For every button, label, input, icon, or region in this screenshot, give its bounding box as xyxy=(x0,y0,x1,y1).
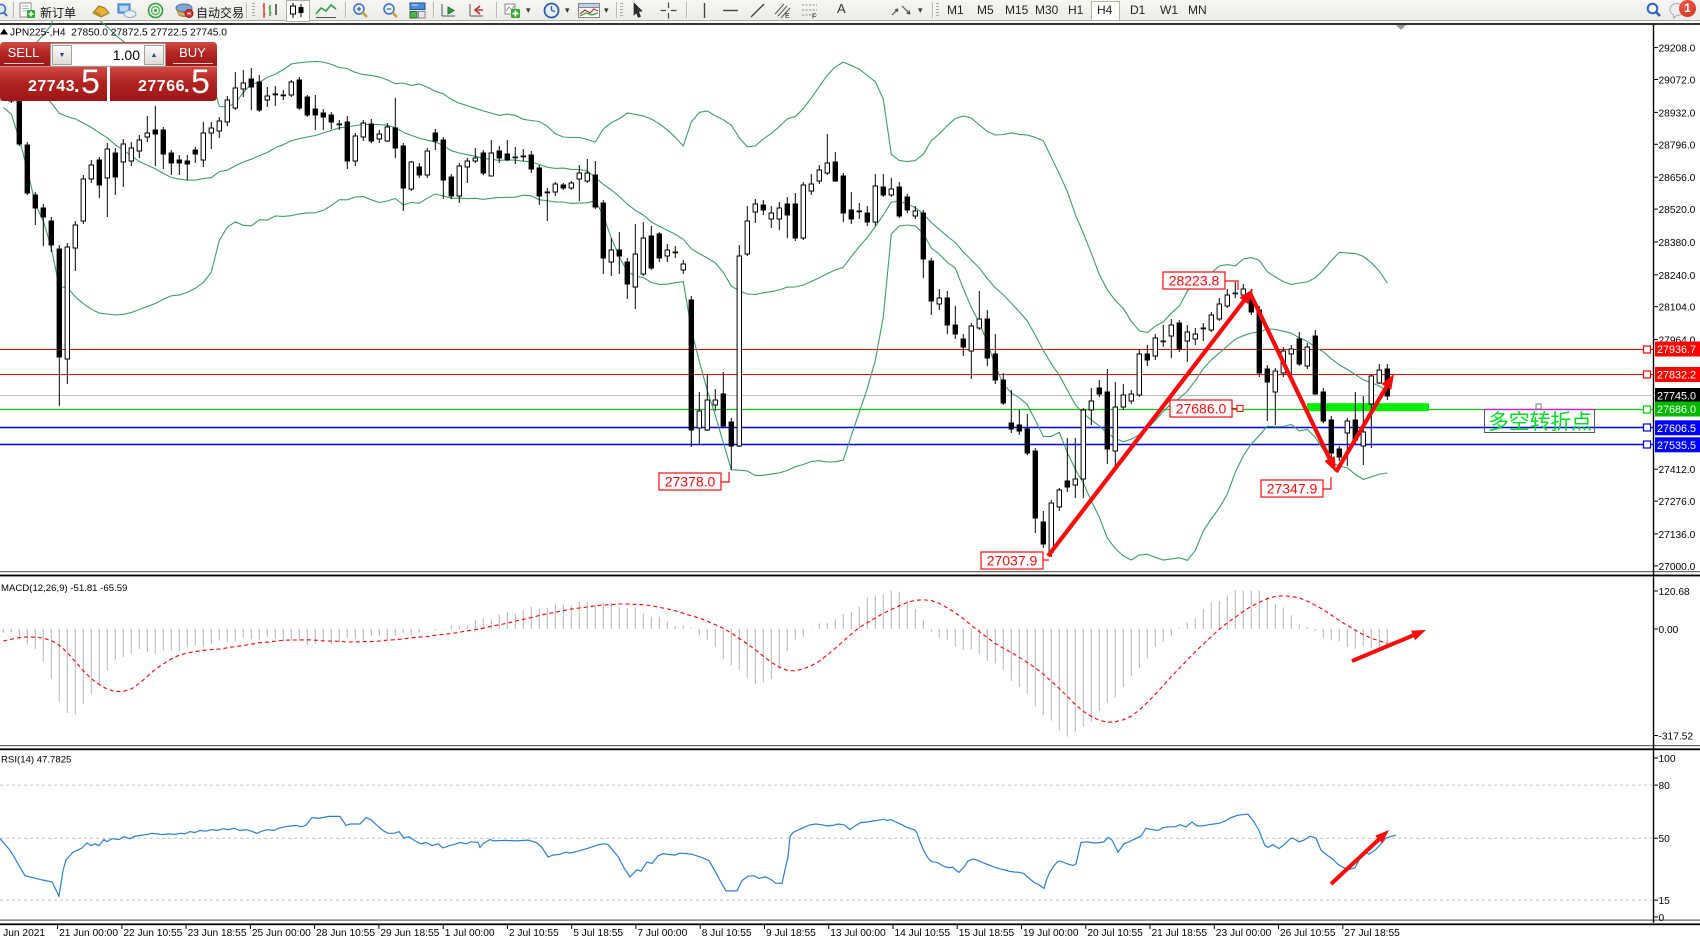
svg-text:0.00: 0.00 xyxy=(1659,625,1679,636)
svg-text:5 Jul 18:55: 5 Jul 18:55 xyxy=(573,928,623,938)
svg-text:27745.0: 27745.0 xyxy=(1657,391,1696,403)
svg-text:23 Jul 00:00: 23 Jul 00:00 xyxy=(1216,928,1272,938)
svg-text:E: E xyxy=(785,13,790,19)
svg-text:14 Jul 10:55: 14 Jul 10:55 xyxy=(895,928,951,938)
svg-text:7 Jul 00:00: 7 Jul 00:00 xyxy=(637,928,687,938)
svg-text:27347.9: 27347.9 xyxy=(1267,481,1318,497)
svg-text:多空转折点: 多空转折点 xyxy=(1488,411,1592,434)
svg-text:27832.2: 27832.2 xyxy=(1657,370,1696,382)
svg-text:RSI(14) 47.7825: RSI(14) 47.7825 xyxy=(1,755,71,766)
svg-text:27276.0: 27276.0 xyxy=(1659,497,1696,508)
svg-text:27136.0: 27136.0 xyxy=(1659,530,1696,541)
svg-text:-317.52: -317.52 xyxy=(1659,732,1694,743)
svg-text:8 Jul 10:55: 8 Jul 10:55 xyxy=(702,928,752,938)
svg-text:21 Jun 00:00: 21 Jun 00:00 xyxy=(59,928,118,938)
svg-text:50: 50 xyxy=(1659,834,1671,845)
svg-text:F: F xyxy=(812,14,816,20)
svg-text:27964.0: 27964.0 xyxy=(1659,336,1696,347)
svg-text:21 Jul 18:55: 21 Jul 18:55 xyxy=(1152,928,1208,938)
svg-text:MACD(12,26,9) -51.81 -65.59: MACD(12,26,9) -51.81 -65.59 xyxy=(1,583,127,594)
svg-text:13 Jul 00:00: 13 Jul 00:00 xyxy=(830,928,886,938)
svg-text:28656.0: 28656.0 xyxy=(1659,173,1696,184)
svg-text:0: 0 xyxy=(1659,913,1665,924)
svg-text:27000.0: 27000.0 xyxy=(1659,562,1696,573)
svg-text:15: 15 xyxy=(1659,896,1671,907)
svg-text:19 Jul 00:00: 19 Jul 00:00 xyxy=(1023,928,1079,938)
svg-text:17 Jun 2021: 17 Jun 2021 xyxy=(0,928,45,938)
svg-text:27037.9: 27037.9 xyxy=(987,553,1038,569)
svg-text:23 Jun 18:55: 23 Jun 18:55 xyxy=(188,928,247,938)
svg-text:28223.8: 28223.8 xyxy=(1169,273,1220,289)
svg-text:2 Jul 10:55: 2 Jul 10:55 xyxy=(509,928,559,938)
svg-text:29 Jun 18:55: 29 Jun 18:55 xyxy=(380,928,439,938)
svg-text:28380.0: 28380.0 xyxy=(1659,238,1696,249)
svg-text:27686.0: 27686.0 xyxy=(1657,404,1696,416)
svg-text:15 Jul 18:55: 15 Jul 18:55 xyxy=(959,928,1015,938)
svg-text:25 Jun 00:00: 25 Jun 00:00 xyxy=(252,928,311,938)
svg-text:28932.0: 28932.0 xyxy=(1659,108,1696,119)
svg-text:28796.0: 28796.0 xyxy=(1659,140,1696,151)
svg-text:80: 80 xyxy=(1659,781,1671,792)
svg-text:JPN225-,H4 27850.0 27872.5 27: JPN225-,H4 27850.0 27872.5 27722.5 27745… xyxy=(10,28,227,39)
svg-text:27 Jul 18:55: 27 Jul 18:55 xyxy=(1344,928,1400,938)
svg-text:27378.0: 27378.0 xyxy=(665,474,716,490)
svg-text:27606.5: 27606.5 xyxy=(1657,423,1696,435)
svg-text:29072.0: 29072.0 xyxy=(1659,76,1696,87)
svg-text:29208.0: 29208.0 xyxy=(1659,44,1696,55)
svg-text:28 Jun 10:55: 28 Jun 10:55 xyxy=(316,928,375,938)
svg-text:20 Jul 10:55: 20 Jul 10:55 xyxy=(1087,928,1143,938)
svg-text:26 Jul 10:55: 26 Jul 10:55 xyxy=(1280,928,1336,938)
svg-text:100: 100 xyxy=(1659,754,1676,765)
svg-text:27535.5: 27535.5 xyxy=(1657,440,1696,452)
svg-text:28240.0: 28240.0 xyxy=(1659,271,1696,282)
svg-text:28520.0: 28520.0 xyxy=(1659,205,1696,216)
svg-text:120.68: 120.68 xyxy=(1659,587,1690,598)
svg-text:28104.0: 28104.0 xyxy=(1659,303,1696,314)
svg-text:27412.0: 27412.0 xyxy=(1659,465,1696,476)
svg-text:27936.7: 27936.7 xyxy=(1657,344,1696,356)
svg-text:27686.0: 27686.0 xyxy=(1176,401,1227,417)
svg-text:9 Jul 18:55: 9 Jul 18:55 xyxy=(766,928,816,938)
svg-text:22 Jun 10:55: 22 Jun 10:55 xyxy=(123,928,182,938)
svg-text:1 Jul 00:00: 1 Jul 00:00 xyxy=(445,928,495,938)
